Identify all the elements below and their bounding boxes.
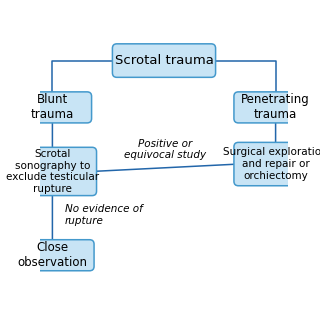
Text: No evidence of
rupture: No evidence of rupture <box>65 204 142 226</box>
Text: Scrotal trauma: Scrotal trauma <box>115 54 213 67</box>
FancyBboxPatch shape <box>13 92 92 123</box>
FancyBboxPatch shape <box>234 142 317 186</box>
FancyBboxPatch shape <box>8 147 97 196</box>
Text: Positive or
equivocal study: Positive or equivocal study <box>124 139 206 160</box>
FancyBboxPatch shape <box>11 240 94 271</box>
FancyBboxPatch shape <box>112 44 216 77</box>
FancyBboxPatch shape <box>234 92 317 123</box>
Text: Scrotal
sonography to
exclude testicular
rupture: Scrotal sonography to exclude testicular… <box>6 149 99 194</box>
Text: Penetrating
trauma: Penetrating trauma <box>241 93 310 121</box>
Text: Surgical exploration
and repair or
orchiectomy: Surgical exploration and repair or orchi… <box>223 148 320 181</box>
Text: Blunt
trauma: Blunt trauma <box>31 93 74 121</box>
Text: Close
observation: Close observation <box>17 241 87 269</box>
